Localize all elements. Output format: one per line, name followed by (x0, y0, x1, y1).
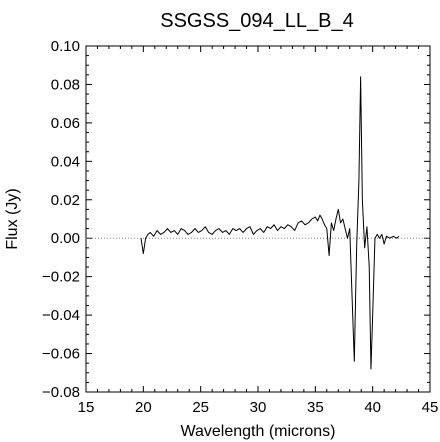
series-group (140, 76, 400, 370)
y-tick-label: 0.02 (51, 192, 80, 209)
y-axis-ticks: −0.08 −0.06 −0.04 −0.02 0.00 0.02 0.04 0.06 0.08… (42, 38, 430, 401)
y-tick-label: 0.06 (51, 115, 80, 132)
y-tick-label: −0.02 (42, 269, 80, 286)
y-tick-label: 0.04 (51, 153, 80, 170)
y-tick-label: 0.08 (51, 76, 80, 93)
y-tick-label: −0.08 (42, 384, 80, 401)
y-axis-label: Flux (Jy) (4, 188, 21, 249)
y-tick-label: −0.04 (42, 307, 80, 324)
chart-title: SSGSS_094_LL_B_4 (160, 10, 354, 32)
x-tick-label: 35 (307, 399, 324, 416)
plot-frame (85, 45, 431, 393)
x-tick-label: 15 (78, 399, 95, 416)
x-axis-label: Wavelength (microns) (180, 423, 335, 440)
x-tick-label: 25 (192, 399, 209, 416)
x-axis-ticks: 15 20 25 30 35 40 45 (78, 46, 439, 416)
x-tick-label: 20 (135, 399, 152, 416)
y-tick-label: 0.10 (51, 38, 80, 55)
x-tick-label: 40 (364, 399, 381, 416)
x-tick-label: 30 (250, 399, 267, 416)
x-tick-label: 45 (422, 399, 439, 416)
series-line (140, 76, 400, 370)
y-tick-label: −0.06 (42, 346, 80, 363)
y-tick-label: 0.00 (51, 230, 80, 247)
